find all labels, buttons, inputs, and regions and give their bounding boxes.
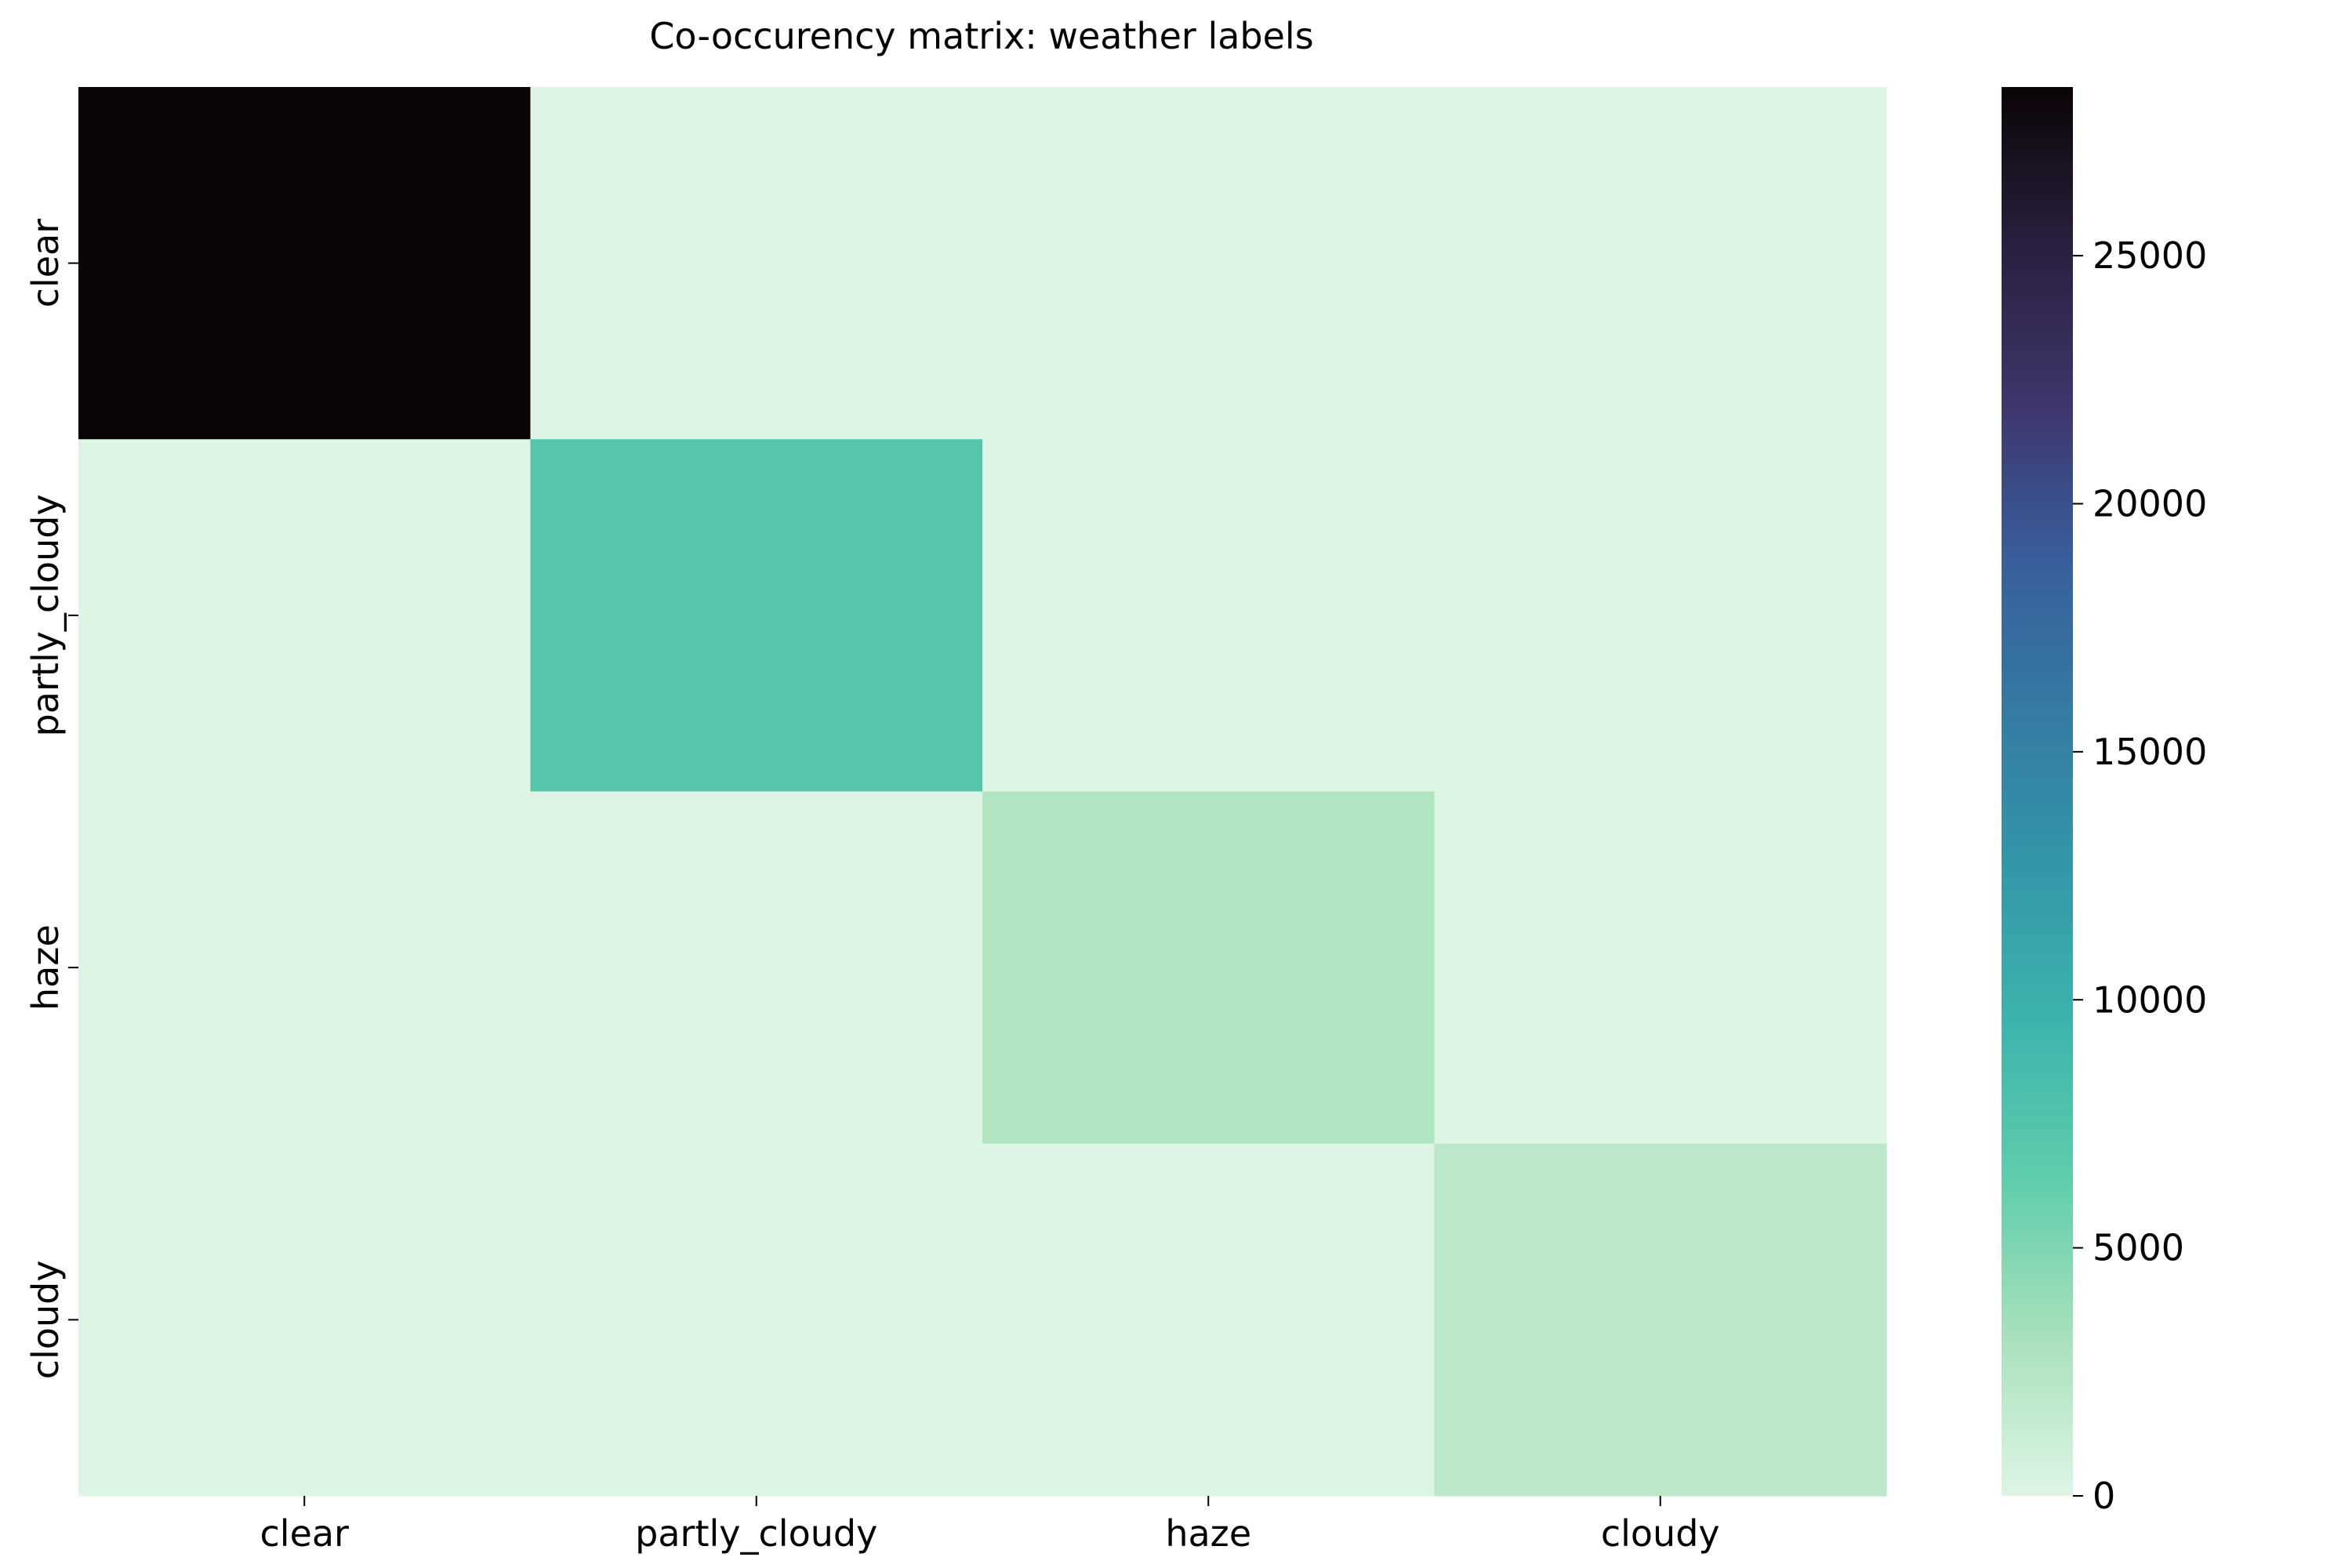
heatmap-cell-clear-haze <box>982 87 1436 440</box>
x-tick-label: cloudy <box>1601 1512 1720 1555</box>
heatmap-cell-clear-clear <box>78 87 532 440</box>
y-tick-label: clear <box>24 219 67 308</box>
heatmap-cell-haze-haze <box>982 791 1436 1145</box>
x-axis: clear partly_cloudy haze cloudy <box>260 1496 1720 1555</box>
heatmap-cell-cloudy-cloudy <box>1434 1143 1887 1497</box>
heatmap-cell-cloudy-haze <box>982 1143 1436 1497</box>
x-tick-label: partly_cloudy <box>635 1512 877 1555</box>
colorbar-tick-label: 20000 <box>2092 483 2207 525</box>
heatmap-cell-clear-partly_cloudy <box>530 87 983 440</box>
x-tick-label: haze <box>1165 1512 1251 1555</box>
heatmap-cells <box>78 87 1887 1497</box>
heatmap-cell-partly_cloudy-partly_cloudy <box>530 439 983 793</box>
y-tick-label: partly_cloudy <box>24 494 67 736</box>
colorbar-gradient <box>2002 87 2073 1496</box>
y-tick-label: cloudy <box>24 1260 67 1379</box>
heatmap-cell-cloudy-clear <box>78 1143 532 1497</box>
heatmap-cell-clear-cloudy <box>1434 87 1887 440</box>
heatmap-cell-haze-partly_cloudy <box>530 791 983 1145</box>
heatmap-cell-partly_cloudy-cloudy <box>1434 439 1887 793</box>
colorbar-tick-label: 0 <box>2092 1475 2115 1517</box>
colorbar: 0 5000 10000 15000 20000 25000 <box>2002 87 2207 1517</box>
chart-title: Co-occurency matrix: weather labels <box>649 15 1313 57</box>
heatmap-cell-partly_cloudy-clear <box>78 439 532 793</box>
colorbar-tick-label: 10000 <box>2092 978 2207 1021</box>
heatmap-cell-cloudy-partly_cloudy <box>530 1143 983 1497</box>
colorbar-tick-label: 25000 <box>2092 234 2207 277</box>
y-tick-label: haze <box>24 924 67 1011</box>
heatmap-cell-haze-clear <box>78 791 532 1145</box>
heatmap-cell-haze-cloudy <box>1434 791 1887 1145</box>
colorbar-tick-label: 5000 <box>2092 1227 2184 1269</box>
x-tick-label: clear <box>260 1512 350 1555</box>
heatmap-cell-partly_cloudy-haze <box>982 439 1436 793</box>
colorbar-tick-label: 15000 <box>2092 731 2207 773</box>
